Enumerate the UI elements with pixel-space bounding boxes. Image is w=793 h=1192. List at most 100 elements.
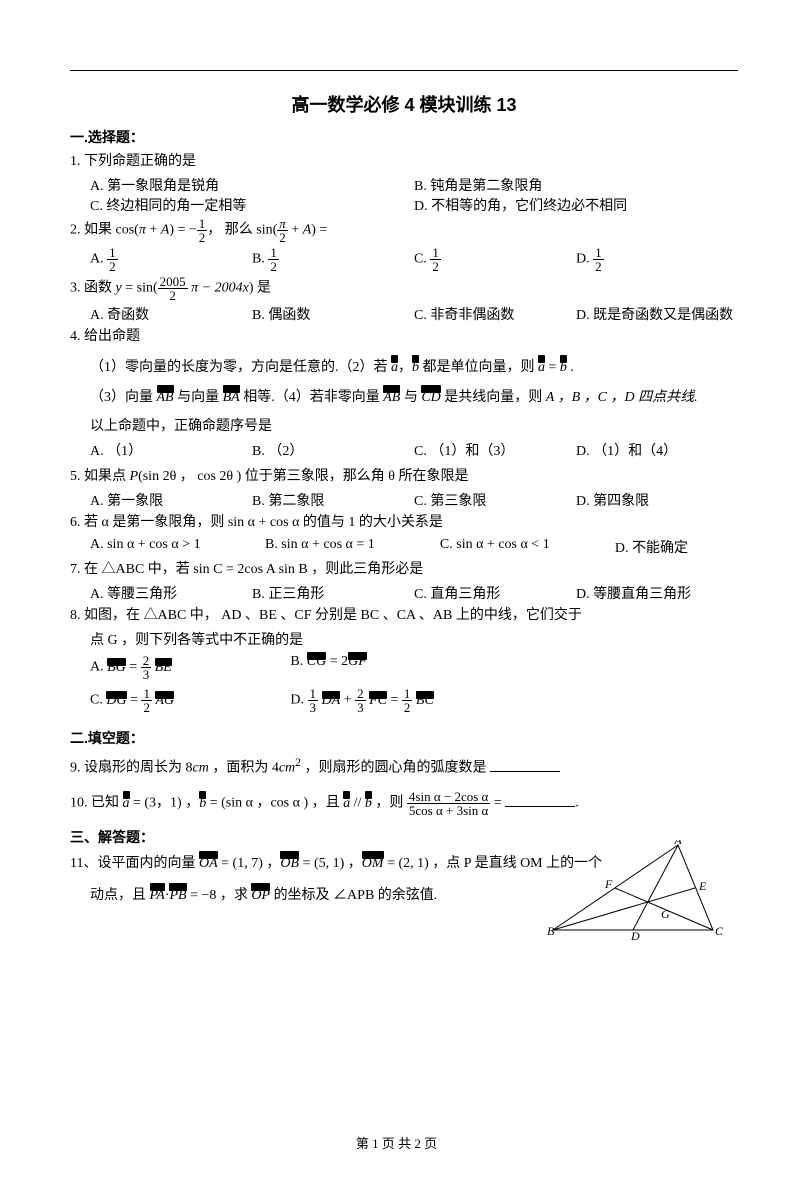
- q8-opt-d: D. 13 DA + 23 FC = 12 BC: [290, 687, 490, 714]
- q6-stem: 6. 若 α 是第一象限角，则 sin α + cos α 的值与 1 的大小关…: [70, 512, 738, 534]
- section-1-head: 一.选择题：: [70, 127, 738, 147]
- v: CG: [307, 654, 326, 670]
- q4-opt-c: C. （1）和（3）: [414, 440, 576, 460]
- om: OM: [362, 853, 384, 875]
- t: 动点，且: [90, 888, 150, 903]
- va2: a: [343, 793, 350, 815]
- q2-opt-c: C. 12: [414, 246, 576, 273]
- q6-opt-d: D. 不能确定: [615, 537, 738, 557]
- q7-opt-c: C. 直角三角形: [414, 583, 576, 603]
- n: 2: [141, 654, 152, 668]
- d: 2: [402, 701, 413, 714]
- d: 2: [141, 701, 152, 714]
- t2: ，: [398, 360, 412, 375]
- p: P: [130, 469, 139, 484]
- q8-options: A. BG = 23 BE B. CG = 2GF C. DG = 12 AG …: [70, 654, 491, 714]
- v: DG: [106, 693, 126, 709]
- d: 3: [308, 701, 319, 714]
- then: ，则: [372, 796, 407, 811]
- lbl-g: G: [661, 907, 670, 921]
- t3: 相等.（4）若非零向量: [240, 390, 384, 405]
- n: 1: [308, 687, 319, 701]
- n: 1: [593, 246, 604, 260]
- blank-input[interactable]: [490, 757, 560, 772]
- q6-opt-b: B. sin α + cos α = 1: [265, 537, 440, 557]
- f3: 12: [402, 687, 413, 714]
- q7-opt-b: B. 正三角形: [252, 583, 414, 603]
- vec-ba: BA: [223, 387, 240, 409]
- l: A.: [90, 660, 107, 675]
- n: 1: [141, 687, 152, 701]
- lbl: D.: [576, 252, 593, 267]
- q5-options: A. 第一象限 B. 第二象限 C. 第三象限 D. 第四象限: [70, 490, 738, 510]
- num: π: [277, 217, 288, 231]
- q4-opt-d: D. （1）和（4）: [576, 440, 738, 460]
- q3-opt-d: D. 既是奇函数又是偶函数: [576, 304, 738, 324]
- q2-opt-a: A. 12: [90, 246, 252, 273]
- t2: 与向量: [174, 390, 223, 405]
- eq: = 2: [326, 654, 348, 669]
- f: 23: [141, 654, 152, 681]
- t5: 是共线向量，则: [441, 390, 546, 405]
- q6-opt-c: C. sin α + cos α < 1: [440, 537, 615, 557]
- lbl-e: E: [698, 879, 707, 893]
- end: .: [575, 796, 579, 811]
- a: = (3，1) ，: [130, 796, 200, 811]
- b: = (sin α ，cos α ) ，且: [206, 796, 343, 811]
- t4: 与: [400, 390, 421, 405]
- q4-stem: 4. 给出命题: [70, 326, 738, 348]
- d: 5cos α + 3sin α: [407, 804, 490, 817]
- oa: OA: [199, 853, 218, 875]
- q2-t2: +: [146, 223, 161, 238]
- lbl-c: C: [715, 924, 723, 938]
- q10-frac: 4sin α − 2cos α5cos α + 3sin α: [407, 790, 490, 817]
- q5-stem: 5. 如果点 P(sin 2θ ， cos 2θ ) 位于第三象限，那么角 θ …: [70, 466, 738, 488]
- va: a: [123, 793, 130, 815]
- q7-opt-d: D. 等腰直角三角形: [576, 583, 738, 603]
- den: 2: [197, 231, 208, 244]
- d: 2: [430, 260, 441, 273]
- q1-opt-c: C. 终边相同的角一定相等: [90, 195, 414, 215]
- n: 1: [107, 246, 118, 260]
- var-a2: A: [303, 223, 312, 238]
- n: 1: [268, 246, 279, 260]
- q6-options: A. sin α + cos α > 1 B. sin α + cos α = …: [70, 537, 738, 557]
- n: 1: [430, 246, 441, 260]
- section-2-head: 二.填空题：: [70, 728, 738, 748]
- args: (sin 2θ ， cos 2θ ) 位于第三象限，那么角 θ 所在象限是: [138, 469, 468, 484]
- n: 2005: [158, 275, 188, 289]
- t: 9. 设扇形的周长为 8: [70, 761, 193, 776]
- q8-opt-c: C. DG = 12 AG: [90, 687, 290, 714]
- t5: .: [567, 360, 574, 375]
- q7-stem: 7. 在 △ABC 中，若 sin C = 2cos A sin B ，则此三角…: [70, 559, 738, 581]
- n: 4sin α − 2cos α: [407, 790, 490, 804]
- n: 2: [355, 687, 366, 701]
- q1-opt-d: D. 不相等的角，它们终边必不相同: [414, 195, 738, 215]
- t6: A ，B ，C ，D 四点共线.: [546, 390, 698, 405]
- q4-opt-a: A. （1）: [90, 440, 252, 460]
- l: B.: [290, 654, 306, 669]
- blank-input-2[interactable]: [505, 792, 575, 807]
- q2-t3: ) = −: [169, 223, 196, 238]
- q1-stem: 1. 下列命题正确的是: [70, 151, 738, 173]
- vec-ab: AB: [157, 387, 174, 409]
- q10-stem: 10. 已知 a = (3，1) ，b = (sin α ，cos α ) ，且…: [70, 790, 738, 817]
- t: 10. 已知: [70, 796, 123, 811]
- vec-cd: CD: [421, 387, 440, 409]
- pi-symbol: π: [139, 223, 146, 238]
- frac: 12: [593, 246, 604, 273]
- b: = (5, 1) ，: [299, 856, 362, 871]
- q4-options: A. （1） B. （2） C. （1）和（3） D. （1）和（4）: [70, 440, 738, 460]
- end: ) 是: [249, 281, 271, 296]
- den: 2: [277, 231, 288, 244]
- content: 高一数学必修 4 模块训练 13 一.选择题： 1. 下列命题正确的是 A. 第…: [70, 71, 738, 908]
- t3: 都是单位向量，则: [419, 360, 538, 375]
- l: C.: [90, 693, 106, 708]
- vb: b: [199, 793, 206, 815]
- d: 2: [593, 260, 604, 273]
- d: 3: [355, 701, 366, 714]
- t2: ，面积为 4: [209, 761, 279, 776]
- d: 2: [158, 289, 188, 302]
- pi: π − 2004: [188, 281, 243, 296]
- t: 3. 函数: [70, 281, 116, 296]
